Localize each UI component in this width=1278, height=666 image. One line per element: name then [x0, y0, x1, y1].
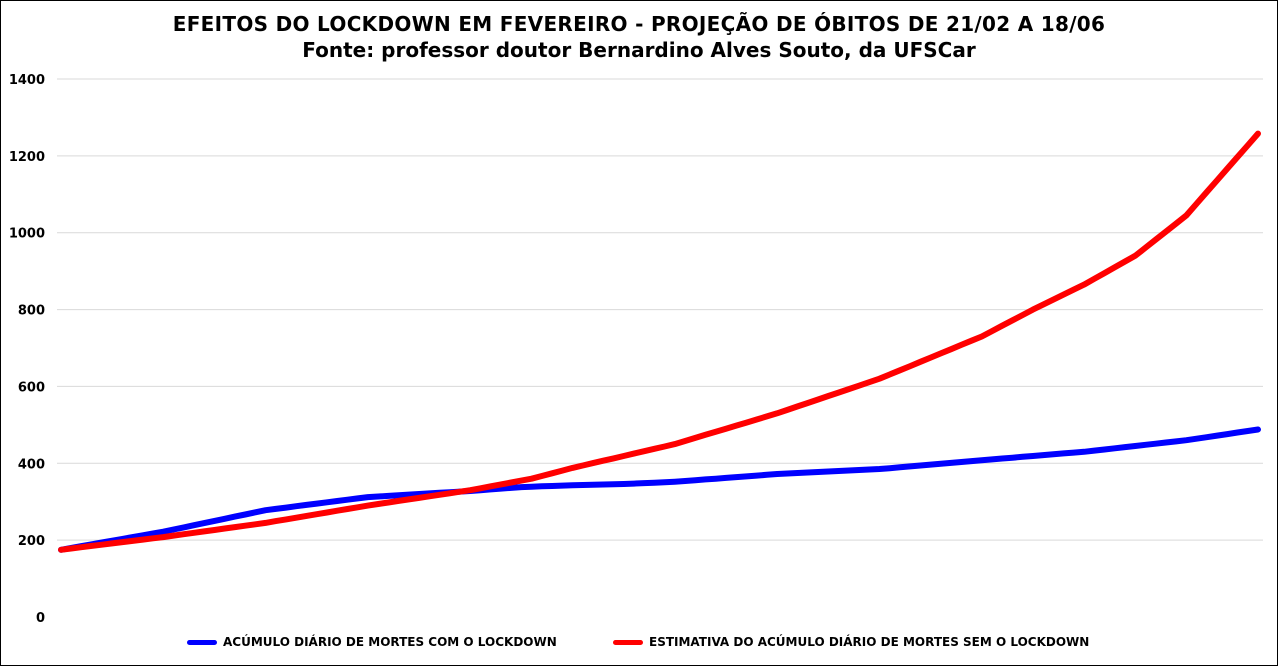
- chart-title: EFEITOS DO LOCKDOWN EM FEVEREIRO - PROJE…: [172, 12, 1106, 36]
- y-tick-label: 1000: [9, 227, 45, 242]
- y-tick-label: 400: [18, 457, 45, 472]
- y-tick-label: 1200: [9, 150, 45, 165]
- series-lines: [58, 130, 1261, 553]
- y-tick-label: 600: [18, 380, 45, 395]
- series-line-with-lockdown: [58, 426, 1261, 553]
- y-axis-ticks: 0 200 400 600 800 1000 1200 1400: [9, 73, 45, 626]
- series-line-without-lockdown: [58, 130, 1261, 553]
- legend-label-without-lockdown: ESTIMATIVA DO ACÚMULO DIÁRIO DE MORTES S…: [649, 635, 1090, 649]
- legend-swatch-red: [613, 639, 643, 645]
- chart-subtitle: Fonte: professor doutor Bernardino Alves…: [302, 38, 976, 62]
- y-tick-label: 0: [36, 611, 45, 626]
- y-tick-label: 200: [18, 534, 45, 549]
- y-tick-label: 800: [18, 304, 45, 319]
- legend-item-without-lockdown: ESTIMATIVA DO ACÚMULO DIÁRIO DE MORTES S…: [613, 633, 1089, 651]
- legend-label-with-lockdown: ACÚMULO DIÁRIO DE MORTES COM O LOCKDOWN: [223, 635, 557, 649]
- legend-swatch-blue: [187, 639, 217, 645]
- gridlines: [57, 78, 1263, 541]
- y-tick-label: 1400: [9, 73, 45, 88]
- legend-item-with-lockdown: ACÚMULO DIÁRIO DE MORTES COM O LOCKDOWN: [187, 633, 557, 651]
